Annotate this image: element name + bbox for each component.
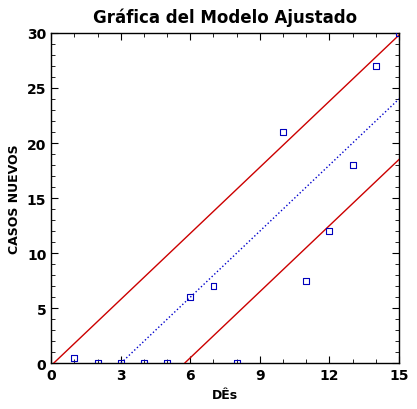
Point <box>118 360 124 366</box>
Title: Gráfica del Modelo Ajustado: Gráfica del Modelo Ajustado <box>93 8 357 27</box>
Point <box>234 360 240 366</box>
Point <box>141 360 147 366</box>
Point <box>71 355 78 361</box>
Point <box>326 228 333 235</box>
Point <box>372 63 379 70</box>
Point <box>280 129 286 136</box>
X-axis label: DÊs: DÊs <box>212 388 238 401</box>
Point <box>303 278 309 284</box>
Point <box>164 360 171 366</box>
Point <box>94 360 101 366</box>
Point <box>349 162 356 169</box>
Y-axis label: CASOS NUEVOS: CASOS NUEVOS <box>8 144 21 253</box>
Point <box>210 283 217 290</box>
Point <box>187 294 193 301</box>
Point <box>396 31 402 37</box>
